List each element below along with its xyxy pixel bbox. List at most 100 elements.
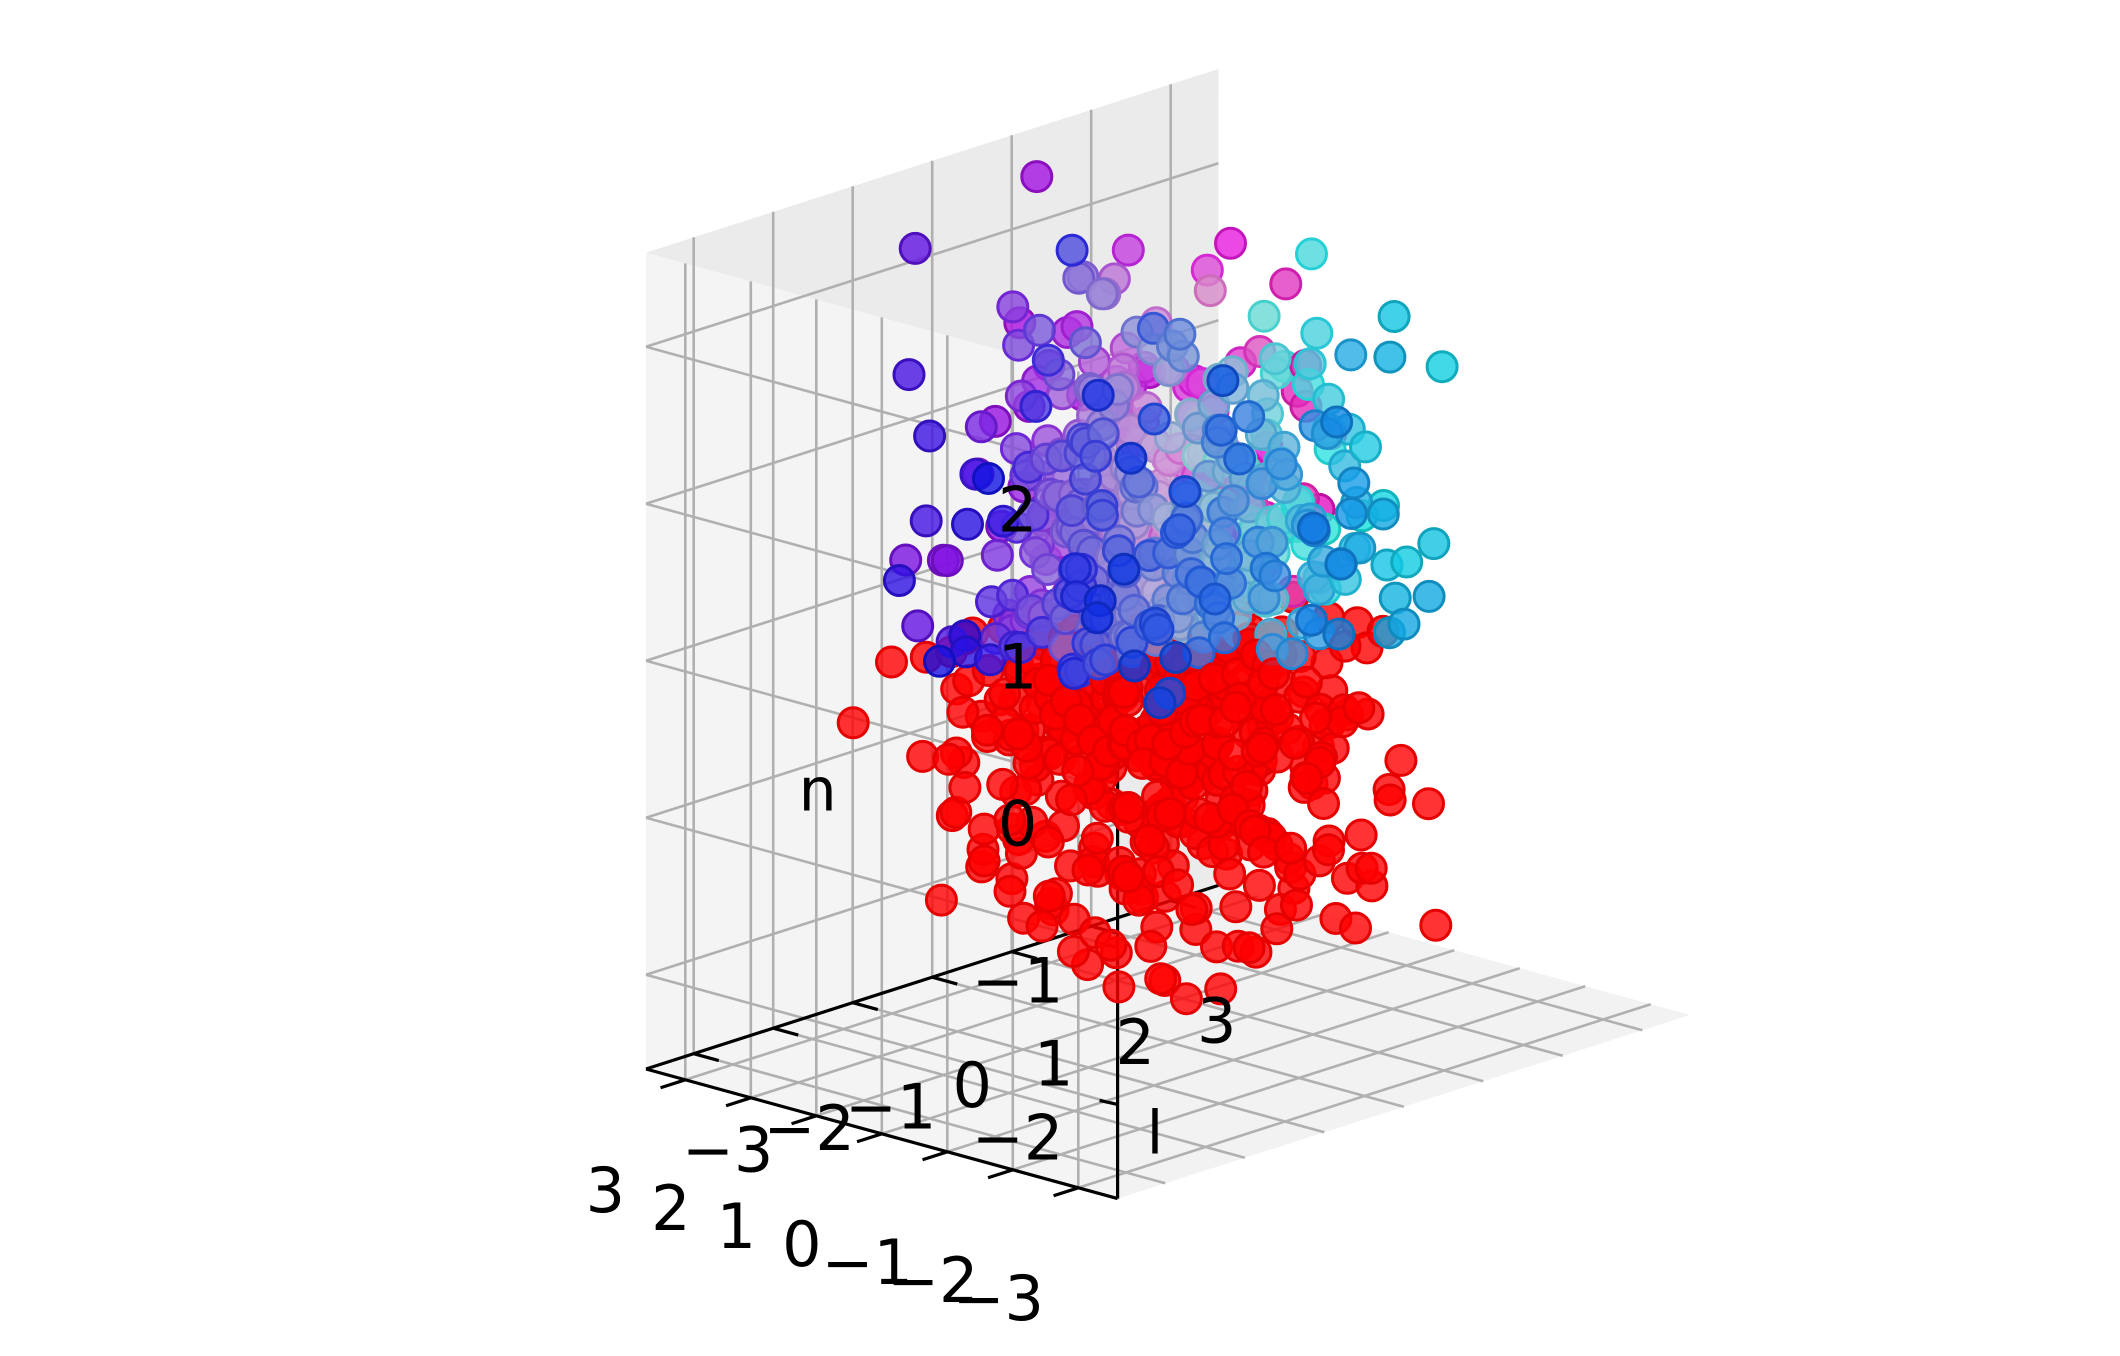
data-point: [1114, 441, 1148, 475]
data-point: [1175, 893, 1209, 926]
data-point: [1289, 665, 1323, 699]
grid-line-m-floor: [1012, 984, 1586, 1172]
m-tick: [791, 1114, 817, 1126]
grid-line-m-floor: [815, 930, 1390, 1118]
data-point: [1264, 447, 1298, 481]
data-point: [1337, 466, 1371, 500]
data-point: [930, 544, 964, 578]
l-tick: [931, 975, 958, 986]
data-point: [1032, 879, 1066, 913]
m-tick: [987, 1168, 1014, 1180]
data-point: [1055, 783, 1088, 817]
data-point: [1219, 890, 1253, 924]
data-point: [1425, 350, 1459, 384]
data-point: [1366, 497, 1400, 531]
data-point: [993, 874, 1027, 908]
data-point: [1334, 338, 1368, 372]
data-point: [1258, 342, 1292, 376]
m-axis-label: m: [792, 1345, 850, 1356]
data-point: [1219, 690, 1253, 724]
data-point: [1412, 787, 1445, 821]
data-point: [1259, 693, 1293, 727]
data-point: [1089, 643, 1123, 677]
data-point: [1022, 313, 1056, 347]
data-point: [1159, 641, 1193, 674]
data-point: [951, 507, 984, 541]
data-point: [1134, 929, 1168, 963]
data-point: [1061, 754, 1095, 788]
m-tick-label: −3: [953, 1262, 1044, 1335]
data-point: [1056, 935, 1090, 968]
l-tick: [693, 1052, 720, 1063]
data-point: [909, 504, 943, 538]
data-point: [1214, 226, 1247, 260]
data-point: [1031, 343, 1065, 377]
data-point: [1216, 484, 1250, 518]
data-point: [1275, 637, 1309, 671]
m-tick: [725, 1096, 752, 1108]
data-point: [1320, 405, 1354, 439]
n-tick-label: −1: [972, 944, 1063, 1017]
data-point: [1387, 607, 1421, 641]
data-point: [1373, 340, 1407, 374]
data-point: [1031, 825, 1065, 859]
data-point: [1016, 498, 1050, 532]
data-point: [1274, 831, 1308, 865]
data-point: [1307, 787, 1340, 820]
data-point: [1242, 868, 1276, 902]
data-point: [1081, 378, 1115, 412]
data-point: [993, 803, 1027, 837]
data-point: [1324, 547, 1358, 581]
data-point: [1299, 701, 1332, 735]
data-point: [1080, 601, 1114, 635]
data-point: [1373, 783, 1407, 817]
data-point: [1079, 439, 1113, 473]
data-points: [836, 160, 1459, 1016]
data-point: [1419, 908, 1453, 942]
data-point: [1025, 909, 1059, 943]
data-point: [898, 231, 932, 265]
l-tick-label: −3: [682, 1114, 773, 1187]
data-point: [1144, 962, 1178, 996]
data-point: [1193, 274, 1227, 308]
data-point: [1339, 911, 1372, 945]
data-point: [1169, 982, 1203, 1016]
data-point: [1204, 413, 1238, 447]
n-axis-label: n: [799, 755, 837, 825]
data-point: [1137, 402, 1171, 436]
grid-line-n-side: [645, 973, 1118, 1106]
data-point: [1260, 912, 1294, 946]
data-point: [972, 462, 1005, 495]
data-point: [1163, 513, 1196, 547]
data-point: [1297, 511, 1330, 545]
data-point: [924, 883, 958, 917]
data-point: [1132, 823, 1166, 857]
n-tick: [1099, 1098, 1118, 1106]
data-point: [1412, 579, 1446, 613]
m-tick-label: 3: [586, 1154, 625, 1227]
m-tick: [922, 1150, 948, 1162]
data-point: [1111, 233, 1145, 267]
m-tick-label: −1: [822, 1226, 913, 1299]
data-point: [1094, 928, 1128, 962]
data-point: [988, 677, 1022, 711]
l-tick: [852, 1001, 879, 1012]
data-point: [1168, 475, 1202, 509]
data-point: [1071, 853, 1105, 887]
data-point: [1349, 430, 1382, 464]
grid-line-m-floor: [881, 948, 1455, 1136]
data-point: [1295, 237, 1328, 271]
data-point: [1020, 160, 1054, 194]
data-point: [1207, 621, 1241, 655]
data-point: [1269, 267, 1303, 301]
m-tick-label: 2: [651, 1172, 690, 1245]
data-point: [1354, 851, 1388, 885]
data-point: [948, 771, 982, 804]
data-point: [996, 290, 1030, 324]
data-point: [1080, 821, 1114, 855]
data-point: [1390, 545, 1424, 579]
data-point: [1198, 582, 1232, 616]
data-point: [946, 695, 980, 729]
